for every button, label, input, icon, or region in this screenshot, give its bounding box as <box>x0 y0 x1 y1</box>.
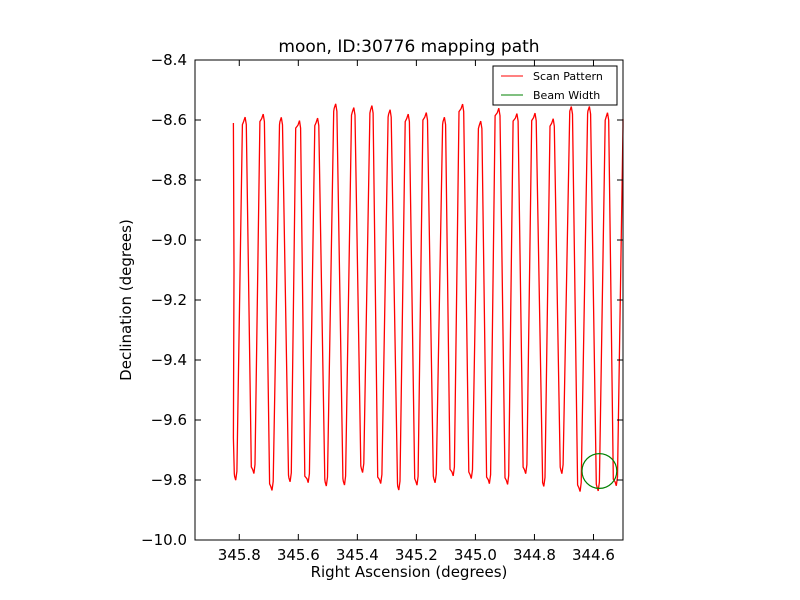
y-axis: −8.4 −8.6 −8.8 −9.0 −9.2 −9.4 −9.6 −9.8 −10.0 <box>141 51 623 549</box>
y-tick-label: −8.6 <box>151 111 187 129</box>
x-axis-title: Right Ascension (degrees) <box>311 563 508 581</box>
legend-beam-width-label: Beam Width <box>533 89 600 102</box>
y-tick-label: −9.0 <box>151 231 187 249</box>
y-tick-label: −9.8 <box>151 471 187 489</box>
x-axis: 345.8 345.6 345.4 345.2 345.0 344.8 344.6 <box>218 60 615 564</box>
x-tick-label: 345.4 <box>336 546 379 564</box>
y-tick-label: −9.6 <box>151 411 187 429</box>
y-tick-label: −9.4 <box>151 351 187 369</box>
x-tick-label: 344.8 <box>513 546 556 564</box>
x-tick-label: 344.6 <box>572 546 615 564</box>
x-tick-label: 345.8 <box>218 546 261 564</box>
y-tick-label: −8.4 <box>151 51 187 69</box>
x-tick-label: 345.0 <box>454 546 497 564</box>
y-tick-label: −10.0 <box>141 531 187 549</box>
beam-width-series <box>581 453 618 490</box>
chart-title: moon, ID:30776 mapping path <box>278 37 539 57</box>
scan-pattern-line <box>232 103 624 492</box>
x-tick-label: 345.2 <box>395 546 438 564</box>
y-tick-label: −8.8 <box>151 171 187 189</box>
legend-scan-pattern-label: Scan Pattern <box>533 70 603 83</box>
x-tick-label: 345.6 <box>277 546 320 564</box>
legend: Scan Pattern Beam Width <box>492 65 618 106</box>
beam-width-circle <box>581 453 618 490</box>
y-tick-label: −9.2 <box>151 291 187 309</box>
legend-box <box>492 65 618 106</box>
scan-pattern-series <box>232 103 624 492</box>
y-axis-title: Declination (degrees) <box>117 219 135 381</box>
